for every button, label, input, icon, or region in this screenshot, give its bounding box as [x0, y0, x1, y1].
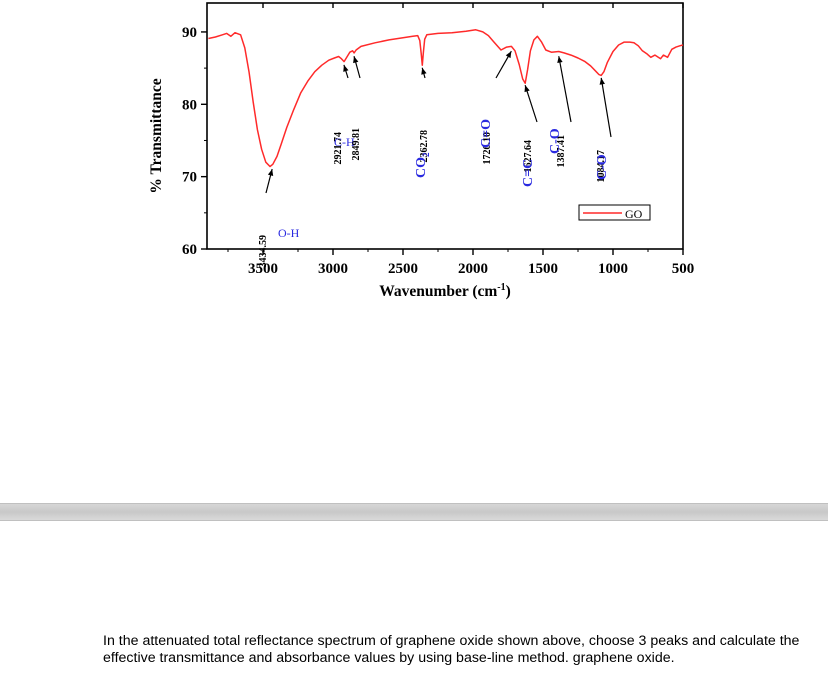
- x-tick-label: 3500: [248, 261, 278, 277]
- plot-frame: [206, 2, 684, 250]
- y-tick-label: 90: [182, 25, 197, 41]
- annotation-value: 3434.59: [258, 235, 269, 268]
- annotation-1726-10: 1726.10C=O: [479, 50, 512, 165]
- ftir-chart: 3500 3000 2500 2000 1500 1000 500 60 70 80 90 Waven…: [0, 0, 828, 330]
- annotation-group-label: C-O: [595, 154, 610, 180]
- annotation-value: 1084.17: [596, 150, 607, 183]
- x-tick-label: 3000: [318, 261, 348, 277]
- annotation-group-label: C=O: [479, 119, 494, 148]
- annotation-group-label: O-H: [278, 226, 300, 240]
- annotation-arrowhead: [524, 85, 530, 93]
- x-tick-label: 1500: [528, 261, 558, 277]
- annotation-2849-81: 2849.81: [351, 56, 362, 161]
- annotation-1387-41: 1387.41C-O: [548, 56, 572, 168]
- annotation-arrowhead: [505, 51, 512, 59]
- annotation-value: 2362.78: [419, 130, 430, 163]
- series-line-go: [208, 29, 684, 168]
- annotation-group-label: C-H: [334, 135, 355, 149]
- annotation-arrowhead: [353, 56, 359, 64]
- legend-label: GO: [625, 207, 643, 221]
- annotation-group-label: CO2: [414, 152, 431, 178]
- question-text: In the attenuated total reflectance spec…: [103, 633, 800, 666]
- annotation-arrowhead: [599, 77, 605, 85]
- annotation-3434-59: 3434.59 O-H: [258, 168, 300, 268]
- annotation-1084-17: 1084.17C-O: [595, 77, 612, 183]
- annotation-value: 1387.41: [556, 135, 567, 168]
- annotation-group-label: C=C: [521, 159, 536, 187]
- legend: GO: [578, 204, 651, 221]
- x-tick-label: 2000: [458, 261, 488, 277]
- y-tick-label: 80: [182, 97, 197, 113]
- annotation-arrow: [558, 56, 572, 123]
- annotation-arrowhead: [557, 56, 563, 64]
- annotation-1627-64: 1627.64C=C: [521, 84, 538, 187]
- section-divider: [0, 503, 828, 521]
- annotation-2921-74: 2921.74C-H: [333, 64, 355, 165]
- annotation-value: 1726.10: [482, 132, 493, 165]
- annotation-arrow: [524, 84, 538, 123]
- chart-canvas: 3500 3000 2500 2000 1500 1000 500 60 70 80 90 Waven…: [148, 2, 695, 300]
- annotation-value: 2849.81: [351, 128, 362, 161]
- annotation-value: 1627.64: [523, 140, 534, 173]
- annotation-arrowhead: [421, 67, 427, 75]
- annotation-value: 2921.74: [333, 132, 344, 165]
- x-tick-label: 500: [672, 261, 695, 277]
- annotation-arrowhead: [343, 64, 349, 72]
- annotation-arrow: [600, 77, 612, 138]
- y-tick-label: 60: [182, 242, 197, 258]
- x-tick-label: 2500: [388, 261, 418, 277]
- y-tick-label: 70: [182, 170, 197, 186]
- x-axis-title: Wavenumber (cm-1): [379, 282, 511, 300]
- annotation-arrowhead: [267, 169, 274, 176]
- annotation-group-label: C-O: [548, 128, 563, 154]
- x-tick-label: 1000: [598, 261, 628, 277]
- y-axis-title: % Transmittance: [148, 78, 165, 193]
